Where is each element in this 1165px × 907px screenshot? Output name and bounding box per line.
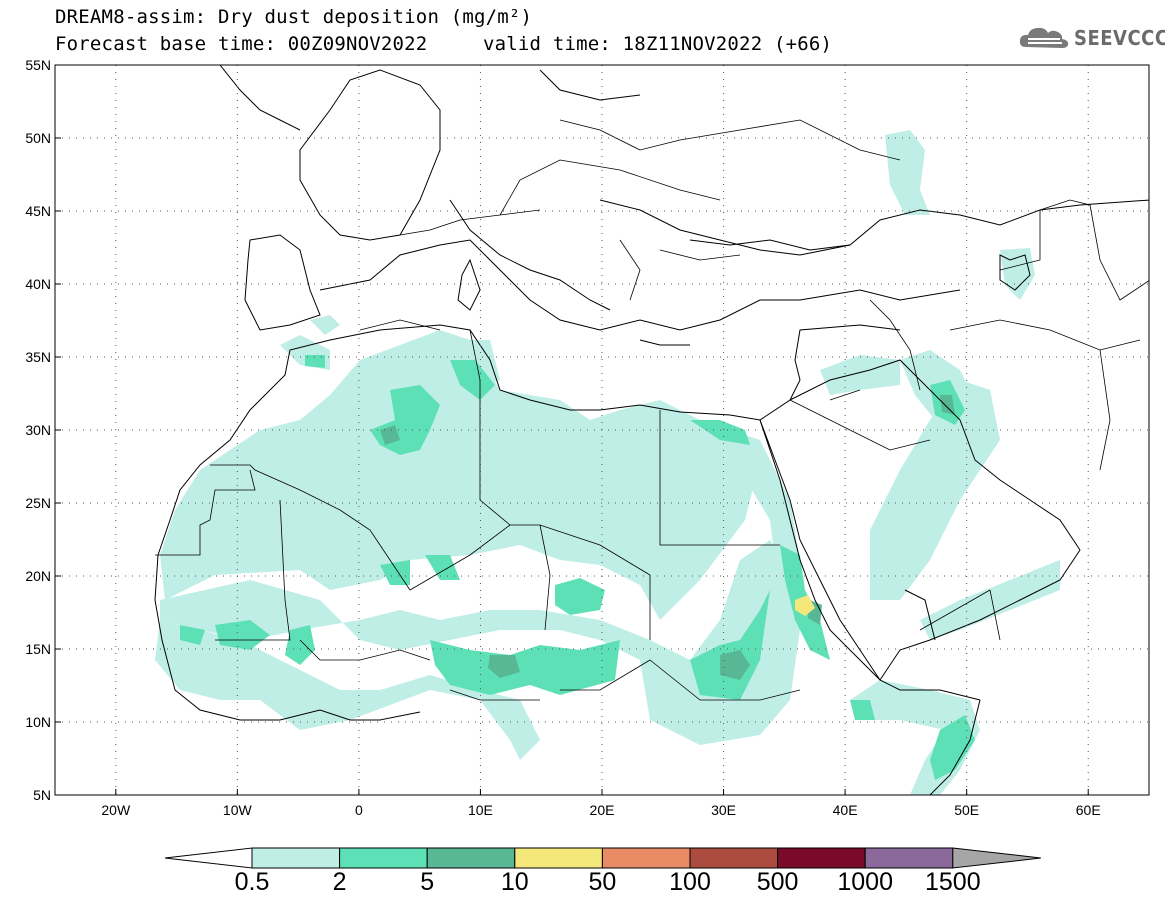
seevccc-logo: SEEVCCC xyxy=(1018,25,1165,51)
colorbar-bin xyxy=(426,847,516,869)
colorbar-label: 1500 xyxy=(924,868,981,896)
lon-tick-label: 0 xyxy=(355,802,363,818)
colorbar-bin xyxy=(339,847,428,869)
lat-tick-label: 20N xyxy=(25,568,51,584)
lat-tick-label: 35N xyxy=(25,349,51,365)
deposition-5-10 xyxy=(380,395,955,680)
colorbar-bin xyxy=(864,847,954,869)
dust-map: 20W 10W 0 10E 20E 30E 40E 50E 60E 55N 50N 45N 40N 35N… xyxy=(25,57,1150,818)
map-title: DREAM8-assim: Dry dust deposition (mg/m²… xyxy=(55,6,533,28)
colorbar-max-triangle xyxy=(952,847,1041,869)
lat-tick-label: 15N xyxy=(25,641,51,657)
map-grid xyxy=(55,65,1149,795)
colorbar-label: 2 xyxy=(332,868,347,896)
colorbar-label: 500 xyxy=(756,868,799,896)
lat-tick-label: 5N xyxy=(33,787,51,803)
lon-tick-label: 20E xyxy=(590,802,615,818)
logo-text: SEEVCCC xyxy=(1074,26,1165,50)
forecast-base-time: Forecast base time: 00Z09NOV2022 xyxy=(55,33,428,55)
colorbar-bin xyxy=(251,847,341,869)
colorbar-label: 10 xyxy=(500,868,529,896)
lon-tick-label: 30E xyxy=(711,802,736,818)
colorbar-label: 0.5 xyxy=(234,868,270,896)
lat-tick-label: 10N xyxy=(25,714,51,730)
colorbar-bin xyxy=(689,847,779,869)
deposition-2-5 xyxy=(180,355,975,780)
colorbar-bin xyxy=(777,847,866,869)
colorbar-bin xyxy=(514,847,603,869)
cloud-logo-icon xyxy=(1019,27,1069,48)
lat-tick-label: 30N xyxy=(25,422,51,438)
lon-tick-label: 50E xyxy=(954,802,979,818)
lat-tick-label: 55N xyxy=(25,57,51,73)
axis-labels: 20W 10W 0 10E 20E 30E 40E 50E 60E 55N 50N 45N 40N 35N… xyxy=(25,57,1100,818)
coastlines xyxy=(154,65,1149,795)
lon-tick-label: 10E xyxy=(468,802,493,818)
colorbar-bin xyxy=(601,847,691,869)
lon-tick-label: 10W xyxy=(223,802,253,818)
lon-tick-label: 60E xyxy=(1076,802,1101,818)
lon-tick-label: 20W xyxy=(101,802,131,818)
colorbar-label: 100 xyxy=(669,868,711,896)
colorbar-label: 5 xyxy=(420,868,435,896)
deposition-10-50 xyxy=(795,595,815,616)
colorbar-min-triangle xyxy=(164,847,253,869)
lon-tick-label: 40E xyxy=(833,802,858,818)
lat-tick-label: 40N xyxy=(25,276,51,292)
lat-tick-label: 50N xyxy=(25,130,51,146)
colorbar-label: 50 xyxy=(588,868,617,896)
lat-tick-label: 45N xyxy=(25,203,51,219)
country-borders xyxy=(155,119,1149,701)
colorbar-label: 1000 xyxy=(837,868,893,896)
colorbar xyxy=(164,847,1041,869)
valid-time: valid time: 18Z11NOV2022 (+66) xyxy=(483,33,833,55)
lat-tick-label: 25N xyxy=(25,495,51,511)
